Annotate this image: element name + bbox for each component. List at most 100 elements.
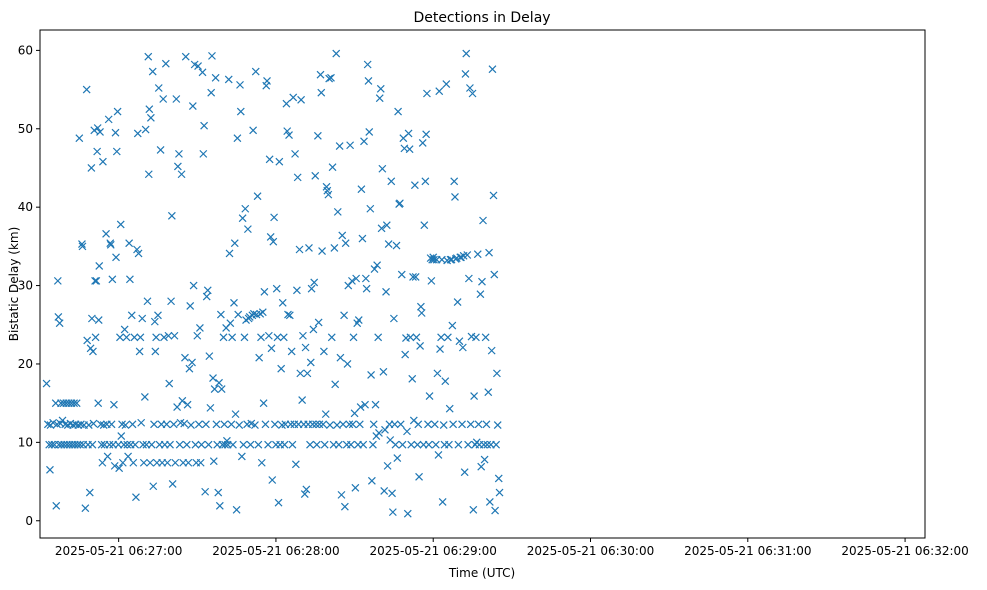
data-point-marker: [403, 427, 411, 436]
data-point-marker: [293, 173, 302, 182]
y-tick-label: 20: [18, 357, 33, 371]
data-point-marker: [221, 440, 229, 449]
data-point-marker: [53, 276, 62, 285]
data-point-marker: [89, 419, 98, 428]
data-point-marker: [130, 333, 139, 342]
data-point-marker: [173, 162, 182, 171]
data-point-marker: [111, 128, 120, 137]
data-point-marker: [296, 369, 305, 378]
data-point-marker: [333, 207, 342, 216]
data-point-marker: [285, 131, 293, 139]
data-point-marker: [209, 374, 217, 382]
data-point-marker: [255, 353, 264, 362]
data-point-marker: [319, 420, 328, 429]
data-point-marker: [251, 421, 259, 430]
data-point-marker: [289, 93, 298, 102]
data-point-marker: [389, 314, 398, 323]
data-point-marker: [187, 421, 195, 430]
data-point-marker: [288, 440, 297, 449]
data-point-marker: [368, 440, 377, 449]
data-point-marker: [455, 337, 464, 346]
data-point-marker: [166, 440, 174, 449]
data-point-marker: [210, 385, 219, 393]
data-point-marker: [314, 318, 323, 327]
data-point-marker: [46, 465, 54, 474]
data-point-marker: [460, 468, 469, 477]
data-point-marker: [74, 421, 83, 430]
data-point-marker: [175, 440, 184, 449]
data-point-marker: [392, 241, 401, 250]
data-point-marker: [476, 290, 485, 299]
data-point-marker: [98, 157, 107, 166]
data-point-marker: [312, 440, 321, 449]
data-point-marker: [183, 400, 192, 409]
data-point-marker: [339, 420, 347, 429]
data-point-marker: [439, 421, 448, 430]
data-point-marker: [125, 275, 134, 284]
data-point-marker: [186, 302, 195, 310]
data-point-marker: [103, 452, 112, 461]
data-point-marker: [285, 311, 294, 320]
data-point-marker: [390, 420, 399, 429]
data-point-marker: [94, 399, 103, 408]
data-point-marker: [54, 313, 63, 321]
data-point-marker: [156, 146, 165, 154]
data-point-marker: [211, 73, 220, 82]
data-point-marker: [268, 476, 277, 484]
data-point-marker: [105, 440, 114, 449]
data-point-marker: [110, 400, 118, 409]
data-point-marker: [131, 440, 140, 449]
data-point-marker: [272, 284, 281, 293]
data-point-marker: [217, 385, 226, 393]
data-point-marker: [393, 454, 402, 462]
data-point-marker: [416, 302, 425, 311]
markers-group: [42, 49, 504, 518]
data-point-marker: [87, 164, 96, 172]
data-point-marker: [295, 245, 304, 254]
data-point-marker: [415, 472, 423, 481]
data-point-marker: [83, 336, 92, 345]
data-point-marker: [420, 221, 429, 230]
data-point-marker: [73, 440, 82, 449]
data-point-marker: [484, 388, 493, 397]
data-point-marker: [236, 80, 244, 89]
data-point-marker: [232, 505, 241, 514]
data-point-marker: [361, 400, 369, 409]
data-point-marker: [349, 333, 358, 342]
data-point-marker: [78, 240, 86, 248]
data-point-marker: [483, 440, 492, 449]
data-point-marker: [404, 129, 413, 138]
data-point-marker: [269, 237, 278, 246]
data-point-marker: [479, 216, 487, 225]
data-point-marker: [133, 129, 142, 138]
data-point-marker: [346, 141, 355, 150]
x-tick-label: 2025-05-21 06:28:00: [212, 544, 339, 558]
data-point-marker: [261, 420, 270, 429]
data-point-marker: [70, 399, 79, 408]
data-point-marker: [312, 420, 320, 429]
data-point-marker: [453, 298, 462, 306]
data-point-marker: [480, 455, 489, 464]
data-point-marker: [291, 149, 299, 158]
data-point-marker: [78, 242, 87, 251]
data-point-marker: [139, 440, 147, 449]
data-point-marker: [397, 270, 406, 279]
data-point-marker: [417, 309, 426, 317]
data-point-marker: [135, 347, 144, 356]
data-point-marker: [491, 506, 500, 515]
data-point-marker: [104, 115, 113, 124]
data-point-marker: [350, 409, 359, 418]
data-point-marker: [216, 310, 225, 319]
data-point-marker: [429, 253, 438, 262]
data-point-marker: [278, 298, 287, 307]
data-point-marker: [450, 177, 459, 186]
data-point-marker: [311, 171, 320, 180]
data-point-marker: [338, 231, 347, 240]
data-point-marker: [237, 452, 246, 461]
data-point-marker: [168, 479, 177, 488]
data-point-marker: [267, 344, 276, 353]
data-point-marker: [257, 333, 265, 342]
data-point-marker: [319, 347, 328, 356]
data-point-marker: [227, 420, 236, 429]
data-point-marker: [182, 440, 191, 449]
